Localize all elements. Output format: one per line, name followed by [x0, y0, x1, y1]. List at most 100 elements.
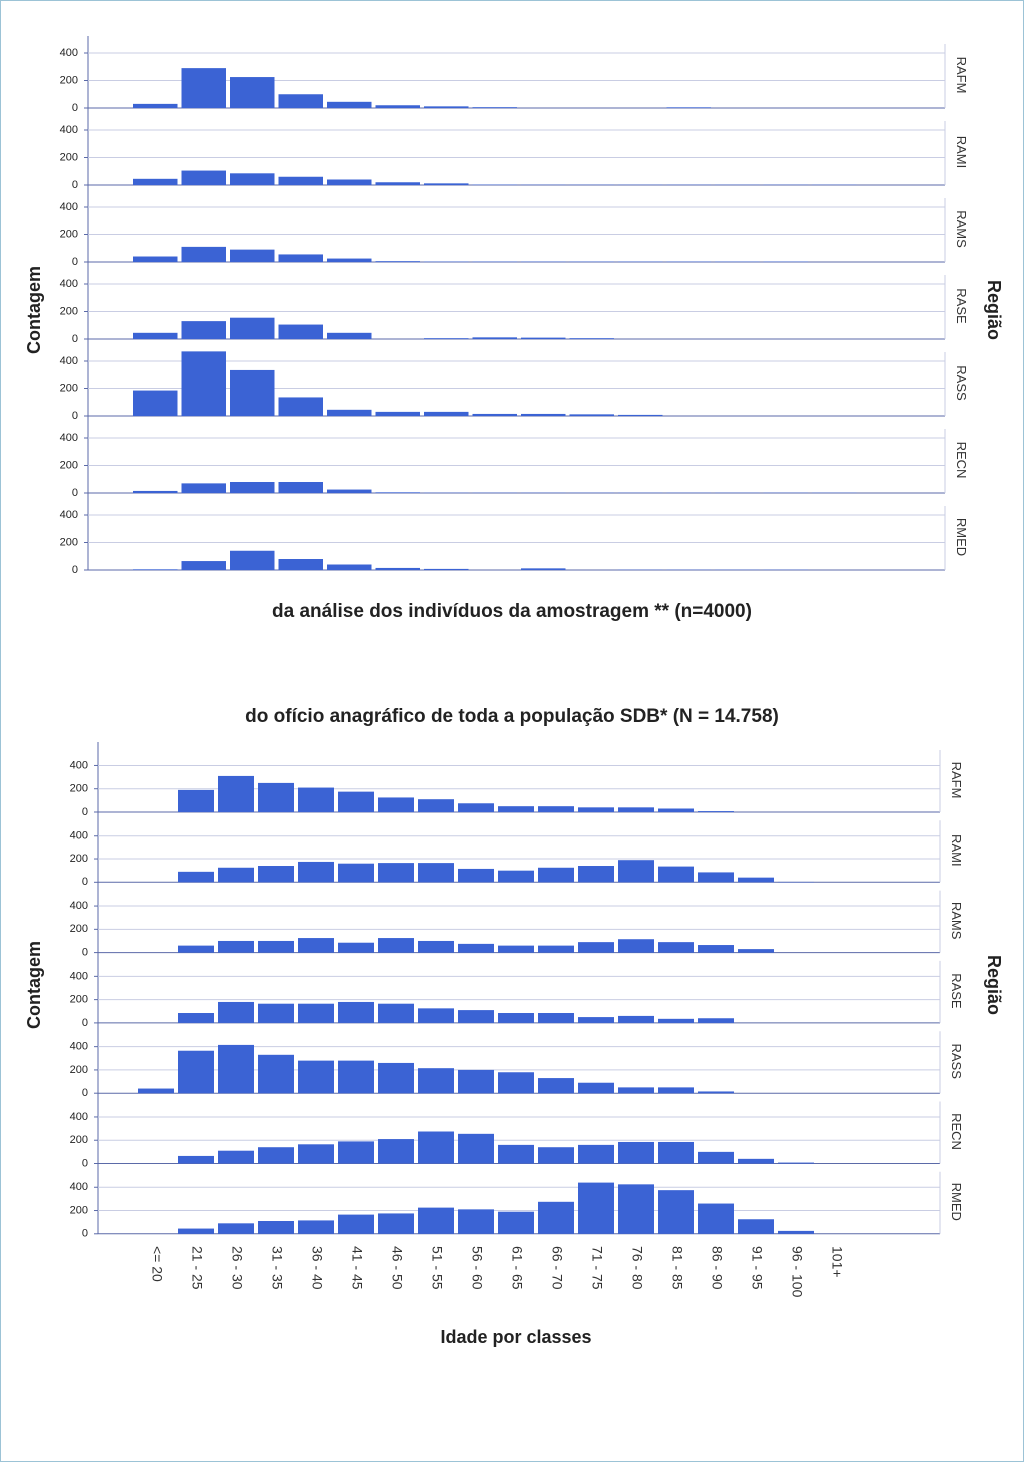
bar [178, 945, 214, 953]
bar [218, 1150, 254, 1164]
bar [181, 170, 226, 185]
bar [666, 107, 711, 108]
y-tick-label: 400 [70, 1111, 88, 1123]
bar [418, 1131, 454, 1164]
bar [738, 1219, 774, 1234]
y-tick-label: 400 [70, 1181, 88, 1193]
bar [498, 1144, 534, 1164]
bar [458, 943, 494, 953]
x-axis-label: Idade por classes [440, 1327, 591, 1347]
bar [327, 258, 372, 262]
facet-label: RMED [949, 1183, 964, 1221]
x-tick-label: 96 - 100 [789, 1246, 805, 1298]
x-tick-label: 26 - 30 [229, 1246, 245, 1290]
bar [181, 246, 226, 262]
bar [258, 940, 294, 953]
bar [618, 1087, 654, 1094]
bar [375, 567, 420, 570]
facet-label: RAMS [949, 902, 964, 940]
bar [538, 806, 574, 812]
y-tick-label: 200 [60, 228, 78, 240]
facet-label: RASE [949, 973, 964, 1009]
bar [498, 870, 534, 883]
facet-label: RAFM [949, 762, 964, 799]
bar [181, 561, 226, 570]
bar [181, 483, 226, 493]
bar [418, 1008, 454, 1023]
y-tick-label: 0 [72, 333, 78, 345]
y-tick-label: 0 [82, 1087, 88, 1099]
y-axis-label: Contagem [24, 941, 44, 1029]
bar [133, 569, 178, 570]
bar [258, 782, 294, 812]
bar [658, 866, 694, 883]
facet-label: RECN [949, 1113, 964, 1150]
y-tick-label: 0 [82, 1017, 88, 1029]
bar [418, 799, 454, 812]
bar [424, 411, 469, 416]
bar [218, 1223, 254, 1234]
facet-axis-label: Região [984, 280, 1004, 340]
y-tick-label: 0 [82, 1157, 88, 1169]
bar [278, 397, 323, 416]
bar [298, 1144, 334, 1164]
bar [578, 942, 614, 953]
bar [458, 868, 494, 883]
bar [458, 1010, 494, 1023]
bar [133, 390, 178, 416]
y-tick-label: 0 [72, 410, 78, 422]
bar [538, 1147, 574, 1164]
y-tick-label: 400 [60, 124, 78, 136]
bar [327, 489, 372, 493]
y-tick-label: 400 [60, 47, 78, 59]
x-tick-label: 101+ [829, 1246, 845, 1278]
facet-axis-label: Região [984, 955, 1004, 1015]
bar [178, 1050, 214, 1094]
bar [418, 940, 454, 953]
y-tick-label: 200 [60, 305, 78, 317]
bar [538, 1201, 574, 1234]
y-tick-label: 200 [60, 74, 78, 86]
bar [538, 1013, 574, 1023]
y-tick-label: 400 [60, 509, 78, 521]
bar [698, 1091, 734, 1094]
x-tick-label: 76 - 80 [629, 1246, 645, 1290]
bar [521, 568, 566, 570]
y-axis-label: Contagem [24, 266, 44, 354]
y-tick-label: 400 [70, 900, 88, 912]
bar [738, 877, 774, 883]
y-tick-label: 200 [70, 783, 88, 795]
bar [658, 1141, 694, 1164]
facet-label: RAMS [954, 210, 969, 248]
y-tick-label: 0 [72, 487, 78, 499]
bar [327, 332, 372, 339]
y-tick-label: 0 [72, 256, 78, 268]
bar [698, 811, 734, 812]
bar [327, 101, 372, 108]
bar [218, 867, 254, 883]
bar [738, 1158, 774, 1164]
bar [778, 1162, 814, 1164]
bar [298, 1003, 334, 1023]
facet-label: RAMI [954, 136, 969, 169]
bar [327, 179, 372, 185]
chart-title: da análise dos indivíduos da amostragem … [272, 601, 752, 622]
bar [618, 414, 663, 416]
bar [658, 1018, 694, 1023]
y-tick-label: 400 [60, 355, 78, 367]
bar [338, 1214, 374, 1234]
bar [698, 872, 734, 883]
y-tick-label: 200 [60, 536, 78, 548]
y-tick-label: 0 [82, 1228, 88, 1240]
bar [424, 338, 469, 339]
bar [618, 1141, 654, 1164]
bar [230, 249, 275, 262]
bar [298, 787, 334, 812]
y-tick-label: 400 [70, 830, 88, 842]
bar [458, 803, 494, 812]
bar [698, 945, 734, 953]
bar [378, 938, 414, 953]
bar [133, 178, 178, 185]
bar [458, 1209, 494, 1234]
